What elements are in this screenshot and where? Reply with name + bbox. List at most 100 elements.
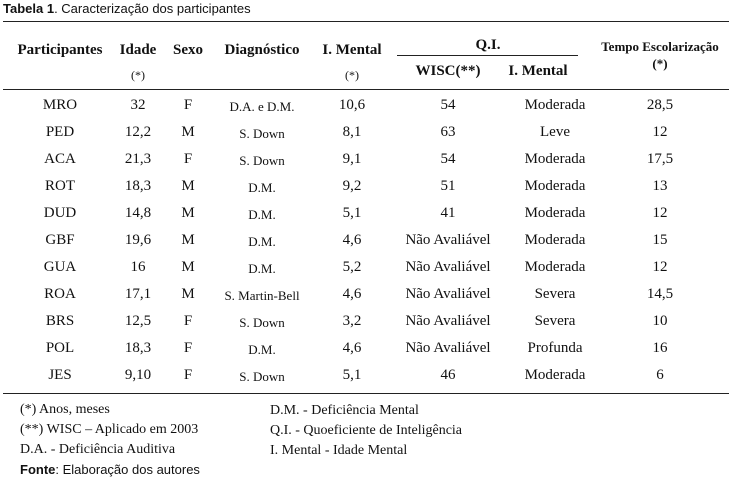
- subheader: WISC(**): [415, 63, 481, 79]
- row-label: ROA: [44, 286, 76, 302]
- cell: Leve: [540, 124, 570, 140]
- cell: 18,3: [124, 178, 152, 194]
- note: D.A. - Deficiência Auditiva: [20, 442, 176, 457]
- cell: D.M.: [248, 234, 276, 249]
- cell: M: [181, 178, 195, 194]
- cell: Moderada: [524, 232, 586, 248]
- cell: M: [181, 259, 195, 275]
- cell: 6: [656, 367, 664, 383]
- cell: S. Down: [239, 315, 285, 330]
- cell: Não Avaliável: [405, 259, 491, 275]
- cell: 12: [652, 259, 668, 275]
- header: Tempo Escolarização (*): [601, 39, 719, 71]
- rule: [3, 89, 729, 90]
- row-label: ROT: [45, 178, 75, 194]
- rule: [397, 55, 578, 56]
- cell: 18,3: [124, 340, 152, 356]
- cell: 19,6: [124, 232, 152, 248]
- cell: 10,6: [338, 97, 366, 113]
- cell: 4,6: [342, 340, 362, 356]
- row-label: JES: [48, 367, 72, 383]
- subheader: I. Mental: [508, 63, 568, 79]
- cell: F: [183, 340, 193, 356]
- rule: [3, 21, 729, 22]
- cell: M: [181, 232, 195, 248]
- cell: 21,3: [124, 151, 152, 167]
- cell: Não Avaliável: [405, 286, 491, 302]
- cell: 12: [652, 205, 668, 221]
- cell: 9,1: [342, 151, 362, 167]
- cell: D.M.: [248, 261, 276, 276]
- cell: S. Down: [239, 369, 285, 384]
- cell: 12,5: [124, 313, 152, 329]
- row-label: ACA: [44, 151, 76, 167]
- row-label: POL: [45, 340, 75, 356]
- cell: 14,8: [124, 205, 152, 221]
- caption: Tabela 1. Caracterização dos participant…: [3, 2, 251, 15]
- cell: 9,2: [342, 178, 362, 194]
- cell: 12,2: [124, 124, 152, 140]
- note: (**) WISC – Aplicado em 2003: [20, 422, 199, 437]
- rule: [3, 393, 729, 394]
- cell: 5,2: [342, 259, 362, 275]
- cell: 17,5: [646, 151, 674, 167]
- cell: 12: [652, 124, 668, 140]
- cell: Não Avaliável: [405, 340, 491, 356]
- row-label: GBF: [45, 232, 75, 248]
- cell: 9,10: [124, 367, 152, 383]
- cell: 5,1: [342, 367, 362, 383]
- cell: F: [183, 367, 193, 383]
- cell: 28,5: [646, 97, 674, 113]
- row-label: GUA: [43, 259, 77, 275]
- header: I. Mental: [322, 42, 382, 58]
- cell: 14,5: [646, 286, 674, 302]
- cell: S. Down: [239, 126, 285, 141]
- row-label: PED: [45, 124, 75, 140]
- cell: S. Down: [239, 153, 285, 168]
- cell: 10: [652, 313, 668, 329]
- note: I. Mental - Idade Mental: [270, 443, 408, 458]
- cell: F: [183, 313, 193, 329]
- cell: 4,6: [342, 286, 362, 302]
- cell: D.M.: [248, 342, 276, 357]
- cell: Não Avaliável: [405, 232, 491, 248]
- cell: Severa: [534, 313, 576, 329]
- row-label: DUD: [43, 205, 77, 221]
- note: Q.I. - Quoeficiente de Inteligência: [270, 423, 463, 438]
- cell: 16: [130, 259, 146, 275]
- cell: 41: [440, 205, 456, 221]
- cell: D.M.: [248, 207, 276, 222]
- row-label: MRO: [42, 97, 78, 113]
- header: Diagnóstico: [224, 42, 300, 58]
- cell: 8,1: [342, 124, 362, 140]
- cell: Moderada: [524, 151, 586, 167]
- cell: M: [181, 124, 195, 140]
- source-text: : Elaboração dos autores: [55, 462, 200, 477]
- cell: Profunda: [527, 340, 583, 356]
- cell: 46: [440, 367, 456, 383]
- source-label: Fonte: [20, 462, 56, 477]
- cell: 54: [440, 97, 456, 113]
- header: Q.I.: [475, 37, 501, 53]
- cell: F: [183, 97, 193, 113]
- cell: Moderada: [524, 367, 586, 383]
- note: D.M. - Deficiência Mental: [270, 403, 419, 418]
- cell: D.M.: [248, 180, 276, 195]
- header-note: (*): [131, 68, 145, 82]
- cell: 32: [130, 97, 146, 113]
- cell: Moderada: [524, 97, 586, 113]
- cell: M: [181, 286, 195, 302]
- header: Idade: [119, 42, 157, 58]
- header: Sexo: [173, 42, 203, 58]
- header: Participantes: [17, 42, 103, 58]
- cell: 51: [440, 178, 456, 194]
- caption-text: . Caracterização dos participantes: [54, 1, 251, 16]
- note: (*) Anos, meses: [20, 402, 110, 417]
- cell: 5,1: [342, 205, 362, 221]
- header-note: (*): [345, 68, 359, 82]
- cell: S. Martin-Bell: [224, 288, 300, 303]
- row-label: BRS: [45, 313, 75, 329]
- cell: Moderada: [524, 178, 586, 194]
- cell: 3,2: [342, 313, 362, 329]
